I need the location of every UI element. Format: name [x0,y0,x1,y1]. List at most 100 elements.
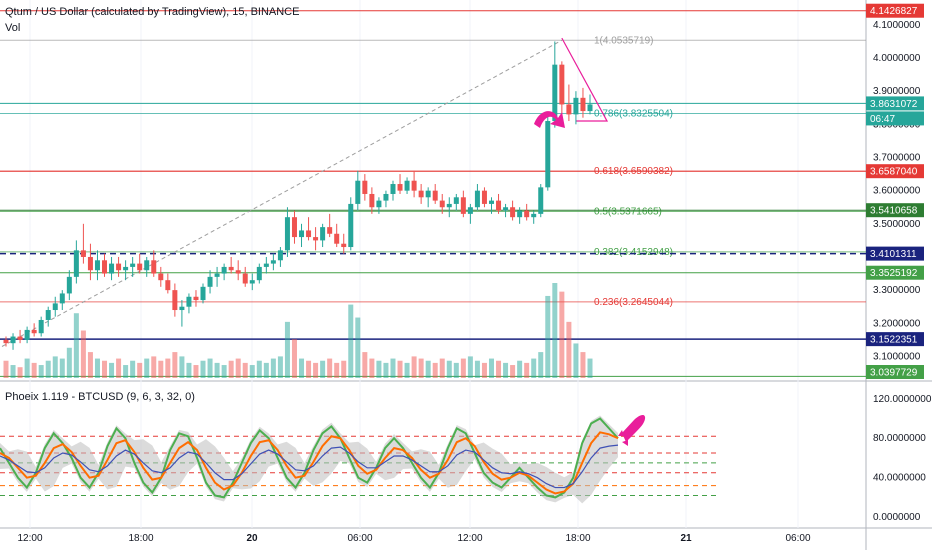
volume-bar [229,361,234,378]
candle-body [215,274,220,277]
candle-body [496,201,501,211]
volume-bar [475,361,480,378]
candle-body [369,194,374,207]
candle-body [88,257,93,270]
candle-body [39,320,44,333]
volume-bar [334,363,339,378]
candle-body [116,264,121,271]
candle-body [573,98,578,115]
volume-bar [538,352,543,378]
candle-body [355,181,360,204]
volume-bar [376,361,381,378]
candle-body [580,98,585,111]
candle-body [517,211,522,218]
volume-bar [4,361,9,378]
volume-bar [81,331,86,379]
volume-bar [566,322,571,378]
candle-body [193,297,198,300]
candle-body [426,191,431,198]
volume-bar [165,359,170,378]
volume-bar [348,305,353,378]
candle-body [588,104,593,111]
volume-bar [158,361,163,378]
candle-body [348,204,353,247]
volume-bar [250,365,255,378]
volume-bar [285,322,290,378]
volume-bar [53,356,58,378]
price-tag-label: 4.1426827 [870,6,918,17]
x-tick-label: 18:00 [128,533,153,544]
volume-bar [552,283,557,378]
candle-body [440,201,445,208]
candle-body [137,264,142,271]
volume-bar [144,359,149,378]
candle-body [559,65,564,105]
volume-bar [454,363,459,378]
y-tick-label: 3.7000000 [873,153,921,164]
volume-bar [201,361,206,378]
x-tick-label: 20 [246,533,258,544]
volume-bar [208,359,213,378]
volume-bar [137,363,142,378]
candle-body [306,230,311,237]
volume-bar [405,363,410,378]
price-tag-label: 3.6587040 [870,167,918,178]
price-tag-label: 3.4101311 [870,249,917,260]
y-tick-label: 4.0000000 [873,53,921,64]
fib-label: 1(4.0535719) [594,35,654,46]
candle-body [285,217,290,250]
candle-body [264,264,269,267]
candle-body [4,340,9,343]
candle-body [222,267,227,274]
candle-body [186,297,191,307]
x-tick-label: 06:00 [347,533,372,544]
volume-bar [383,363,388,378]
volume-bar [419,359,424,378]
indicator-title[interactable]: Phoeix 1.119 - BTCUSD (9, 6, 3, 32, 0) [5,391,195,403]
volume-bar [440,359,445,378]
candle-body [25,330,30,340]
candle-body [334,234,339,244]
volume-bar [433,363,438,378]
volume-bar [116,359,121,378]
volume-label[interactable]: Vol [5,22,20,34]
candle-body [67,277,72,294]
candle-body [341,244,346,247]
volume-bar [468,356,473,378]
candle-body [489,201,494,204]
candle-body [482,191,487,204]
candle-body [545,121,550,187]
candle-body [454,197,459,204]
fib-label: 0.236(3.2645044) [594,297,673,308]
candle-body [390,184,395,194]
price-tag-label: 3.8631072 [870,99,918,110]
volume-bar [215,363,220,378]
x-tick-label: 21 [680,533,692,544]
volume-bar [257,361,262,378]
volume-bar [299,359,304,378]
volume-bar [243,363,248,378]
candle-body [74,250,79,277]
chart-title[interactable]: Qtum / US Dollar (calculated by TradingV… [5,6,299,18]
candle-body [130,264,135,267]
candle-body [398,184,403,191]
y-tick-label: 3.1000000 [873,351,921,362]
candle-body [243,274,248,284]
candle-body [299,230,304,237]
volume-bar [60,359,65,378]
price-tag-label: 3.5410658 [870,206,918,217]
volume-bar [426,361,431,378]
price-axis[interactable]: 4.10000004.00000003.90000003.80000003.70… [866,4,924,379]
volume-bar [109,363,114,378]
volume-bar [88,352,93,378]
y-tick-label: 3.6000000 [873,186,921,197]
candle-body [538,187,543,214]
candle-body [18,337,23,340]
volume-bar [496,361,501,378]
candle-body [271,260,276,263]
osc-y-tick-label: 0.0000000 [873,512,921,523]
osc-y-tick-label: 120.0000000 [873,394,932,405]
price-tag-label: 3.1522351 [870,335,918,346]
candle-body [566,104,571,114]
